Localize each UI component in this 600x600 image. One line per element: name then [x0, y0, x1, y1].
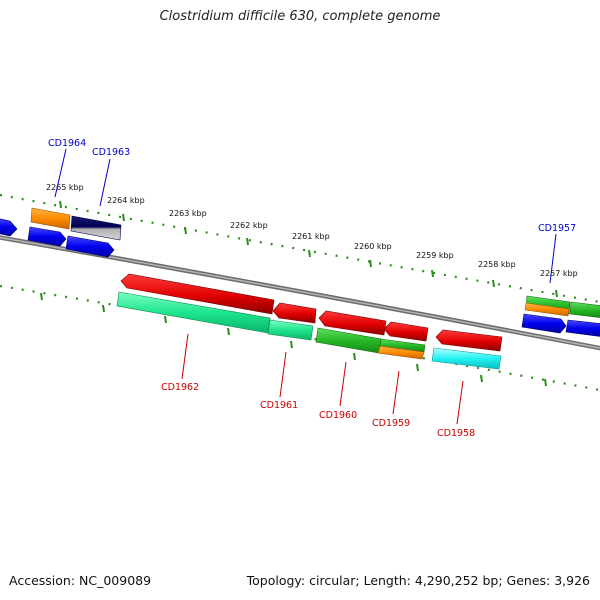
reverse-genes: [116, 273, 503, 370]
scale-label: 2257 kbp: [540, 269, 578, 278]
lower-major-ticks: [40, 292, 547, 387]
gene-label-cd1962[interactable]: CD1962: [161, 382, 199, 393]
gene-arrow[interactable]: [65, 235, 115, 258]
gene-arrow[interactable]: [569, 301, 600, 318]
gene-arrow[interactable]: [377, 345, 425, 360]
gene-label-group: CD1964 CD1963 CD1957 CD1962 CD1961 CD196…: [48, 138, 576, 439]
gene-label-cd1961[interactable]: CD1961: [260, 400, 298, 411]
upper-major-ticks: [59, 200, 558, 298]
gene-arrow[interactable]: [30, 207, 71, 230]
map-title: Clostridium difficile 630, complete geno…: [159, 9, 441, 24]
gene-arrow[interactable]: [383, 321, 429, 342]
scale-label-group: 2265 kbp 2264 kbp 2263 kbp 2262 kbp 2261…: [46, 183, 578, 278]
gene-arrow[interactable]: [435, 329, 503, 352]
gene-label-cd1958[interactable]: CD1958: [437, 428, 475, 439]
forward-leader-lines: [54, 148, 557, 284]
forward-genes: [0, 207, 600, 337]
scale-label: 2262 kbp: [230, 221, 268, 230]
gene-label-cd1963[interactable]: CD1963: [92, 147, 130, 158]
gene-arrow[interactable]: [272, 302, 317, 324]
gene-arrow[interactable]: [120, 273, 275, 315]
gene-label-cd1959[interactable]: CD1959: [372, 418, 410, 429]
gene-arrow[interactable]: [27, 226, 67, 247]
scale-label: 2265 kbp: [46, 183, 84, 192]
gene-label-cd1964[interactable]: CD1964: [48, 138, 86, 149]
gene-arrow[interactable]: [0, 218, 18, 237]
reverse-leader-lines: [181, 333, 464, 425]
gene-label-cd1957[interactable]: CD1957: [538, 223, 576, 234]
scale-label: 2258 kbp: [478, 260, 516, 269]
scale-label: 2264 kbp: [107, 196, 145, 205]
scale-label: 2259 kbp: [416, 251, 454, 260]
gene-arrow[interactable]: [70, 215, 122, 241]
gene-label-cd1960[interactable]: CD1960: [319, 410, 357, 421]
gene-arrow[interactable]: [524, 302, 570, 317]
gene-arrow[interactable]: [431, 347, 502, 370]
scale-label: 2261 kbp: [292, 232, 330, 241]
gene-arrow[interactable]: [267, 319, 314, 341]
accession-text: Accession: NC_009089: [9, 573, 152, 588]
scale-label: 2260 kbp: [354, 242, 392, 251]
scale-label: 2263 kbp: [169, 209, 207, 218]
gene-arrow[interactable]: [565, 319, 600, 337]
gene-arrow[interactable]: [521, 313, 567, 334]
genome-summary-text: Topology: circular; Length: 4,290,252 bp…: [246, 573, 590, 588]
